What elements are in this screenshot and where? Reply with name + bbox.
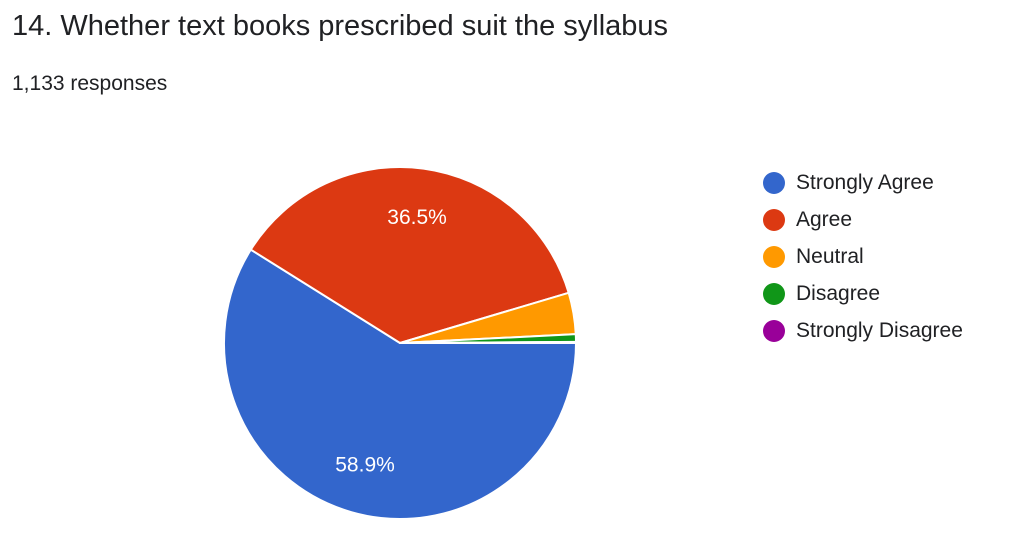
legend-label: Agree (796, 207, 853, 231)
legend-label: Strongly Disagree (796, 318, 963, 342)
legend-swatch-icon (763, 245, 785, 268)
pie-slice-labels: 58.9% 36.5% (335, 206, 447, 476)
legend-swatch-icon (763, 208, 785, 231)
pie-slice-strongly-agree (223, 248, 577, 520)
legend-label: Disagree (796, 281, 881, 305)
legend-label: Neutral (796, 244, 864, 268)
slice-label-agree: 36.5% (387, 206, 447, 229)
legend-item-neutral: Neutral (763, 238, 963, 275)
slice-label-strongly-agree: 58.9% (335, 453, 395, 476)
legend-item-disagree: Disagree (763, 275, 963, 312)
legend-swatch-icon (763, 319, 785, 342)
pie-slice-agree (249, 166, 570, 344)
legend-item-strongly-agree: Strongly Agree (763, 164, 963, 201)
legend-item-strongly-disagree: Strongly Disagree (763, 312, 963, 349)
legend: Strongly Agree Agree Neutral Disagree Strong… (763, 164, 963, 349)
response-count: 1,133 responses (12, 72, 168, 95)
pie-slices (223, 166, 578, 520)
legend-label: Strongly Agree (796, 170, 934, 194)
pie-slice-strongly-disagree (399, 340, 578, 344)
chart-title: 14. Whether text books prescribed suit t… (12, 10, 669, 42)
legend-swatch-icon (763, 282, 785, 305)
legend-item-agree: Agree (763, 201, 963, 238)
legend-swatch-icon (763, 171, 785, 194)
